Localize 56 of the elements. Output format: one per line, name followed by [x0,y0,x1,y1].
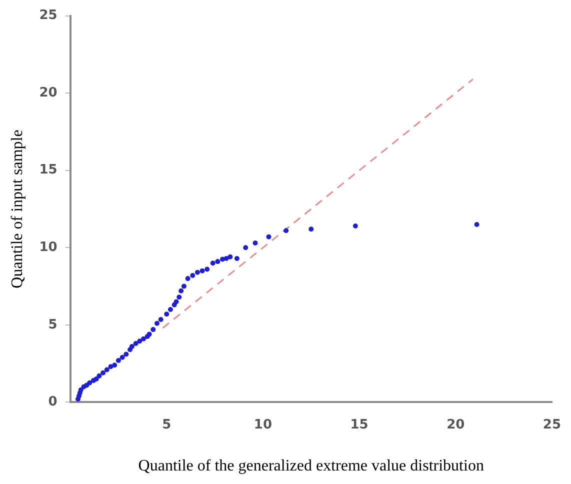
point [176,294,182,300]
point [100,370,106,376]
point [150,327,156,332]
x-tick-label: 15 [350,417,368,432]
point [164,312,170,317]
point [210,260,216,266]
x-tick-label: 25 [542,417,561,432]
point [234,256,240,261]
point [104,367,110,372]
point [116,358,121,363]
point [158,317,164,322]
y-tick-label: 25 [39,8,58,24]
point [190,272,196,278]
point [220,256,225,262]
y-tick-label: 5 [48,317,58,332]
x-tick-label: 20 [446,417,465,432]
point [87,380,92,386]
x-tick-label: 10 [254,417,272,432]
point [474,222,480,227]
point [120,354,125,360]
y-tick-label: 10 [39,240,58,256]
point [146,332,152,337]
point [181,284,186,289]
point [204,266,210,272]
point [200,268,205,274]
point [108,364,114,370]
x-axis-title: Quantile of the generalized extreme value distribution [138,458,484,475]
point [185,276,190,282]
point [168,306,173,312]
point [112,362,118,368]
y-tick-label: 15 [39,162,58,178]
point [78,387,84,392]
point [96,373,102,378]
point [133,340,138,346]
point [94,376,99,382]
point [252,240,258,246]
y-tick-label: 20 [39,85,58,100]
point [194,270,200,275]
point [224,256,229,261]
point [352,224,358,228]
point [284,228,289,234]
point [137,338,142,344]
point [141,336,146,342]
point [308,226,314,232]
x-tick-label: 5 [162,417,172,432]
point [154,320,160,326]
point [266,234,272,240]
point [228,254,233,260]
point [243,245,248,250]
point [178,288,184,294]
point [129,344,134,350]
point [124,352,129,357]
point [174,299,179,304]
y-tick-label: 0 [48,394,58,410]
point [215,259,220,264]
y-axis-title: Quantile of input sample [8,130,26,288]
